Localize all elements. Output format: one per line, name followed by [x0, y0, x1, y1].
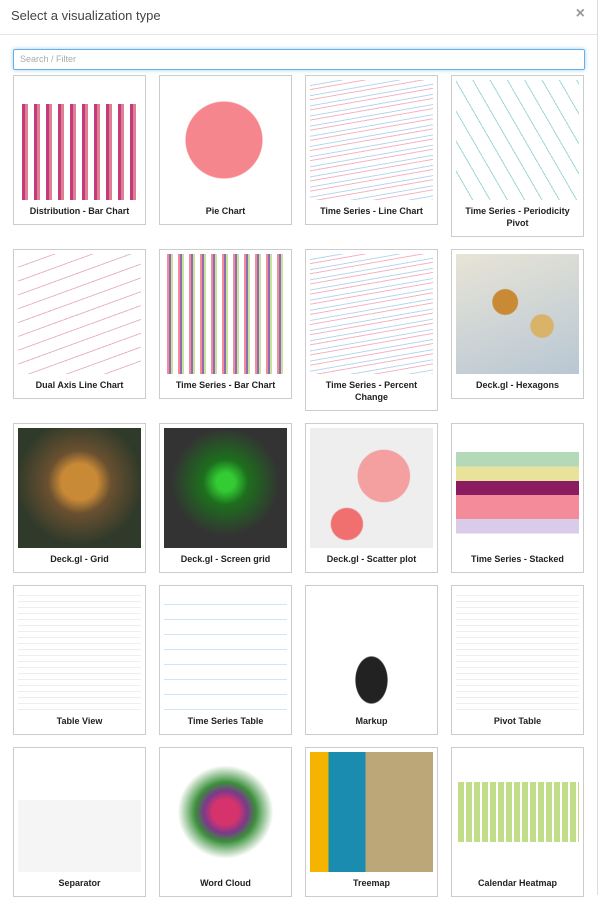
- viz-card[interactable]: Time Series - Stacked: [451, 423, 584, 573]
- viz-thumbnail: [164, 590, 287, 710]
- viz-card[interactable]: Dual Axis Line Chart: [13, 249, 146, 399]
- viz-label: Pivot Table: [493, 716, 542, 726]
- viz-thumbnail: [456, 590, 579, 710]
- viz-thumbnail: [456, 752, 579, 872]
- viz-label: Deck.gl - Hexagons: [475, 380, 560, 390]
- viz-card[interactable]: Pie Chart: [159, 75, 292, 225]
- viz-thumbnail: [18, 590, 141, 710]
- viz-thumbnail: [18, 254, 141, 374]
- viz-label: Time Series - Bar Chart: [175, 380, 276, 390]
- viz-label: Calendar Heatmap: [477, 878, 558, 888]
- viz-label: Table View: [56, 716, 103, 726]
- viz-card[interactable]: Separator: [13, 747, 146, 897]
- viz-label: Time Series - Periodicity Pivot: [465, 206, 570, 228]
- viz-label: Time Series - Percent Change: [325, 380, 418, 402]
- viz-label: Dual Axis Line Chart: [35, 380, 124, 390]
- viz-card[interactable]: Deck.gl - Scatter plot: [305, 423, 438, 573]
- viz-card[interactable]: Pivot Table: [451, 585, 584, 735]
- close-button[interactable]: ×: [575, 5, 585, 22]
- viz-label: Deck.gl - Grid: [50, 554, 109, 564]
- viz-card[interactable]: Deck.gl - Grid: [13, 423, 146, 573]
- modal-title: Select a visualization type: [11, 8, 161, 23]
- viz-label: Word Cloud: [200, 878, 251, 888]
- viz-thumbnail: [456, 428, 579, 548]
- viz-card[interactable]: Deck.gl - Hexagons: [451, 249, 584, 399]
- search-placeholder: Search / Filter: [20, 54, 77, 64]
- viz-label: Time Series - Stacked: [471, 554, 564, 564]
- viz-card[interactable]: Deck.gl - Screen grid: [159, 423, 292, 573]
- viz-thumbnail: [164, 752, 287, 872]
- viz-label: Pie Chart: [205, 206, 246, 216]
- viz-label: Treemap: [352, 878, 391, 888]
- viz-thumbnail: [164, 80, 287, 200]
- viz-card[interactable]: Treemap: [305, 747, 438, 897]
- viz-thumbnail: [310, 80, 433, 200]
- viz-card[interactable]: Distribution - Bar Chart: [13, 75, 146, 225]
- viz-thumbnail: [310, 254, 433, 374]
- search-input[interactable]: Search / Filter: [13, 49, 585, 70]
- viz-label: Deck.gl - Screen grid: [180, 554, 271, 564]
- viz-thumbnail: [310, 428, 433, 548]
- viz-thumbnail: [310, 590, 433, 710]
- viz-card[interactable]: Time Series - Percent Change: [305, 249, 438, 411]
- viz-label: Deck.gl - Scatter plot: [326, 554, 417, 564]
- viz-thumbnail: [456, 80, 579, 200]
- viz-card[interactable]: Word Cloud: [159, 747, 292, 897]
- viz-card[interactable]: Time Series - Line Chart: [305, 75, 438, 225]
- viz-card[interactable]: Table View: [13, 585, 146, 735]
- viz-thumbnail: [18, 428, 141, 548]
- viz-label: Distribution - Bar Chart: [29, 206, 130, 216]
- viz-label: Separator: [58, 878, 101, 888]
- viz-card[interactable]: Time Series - Periodicity Pivot: [451, 75, 584, 237]
- viz-label: Time Series Table: [187, 716, 264, 726]
- viz-card[interactable]: Time Series Table: [159, 585, 292, 735]
- viz-thumbnail: [164, 428, 287, 548]
- viz-card[interactable]: Time Series - Bar Chart: [159, 249, 292, 399]
- viz-thumbnail: [18, 80, 141, 200]
- viz-card[interactable]: Markup: [305, 585, 438, 735]
- viz-label: Markup: [355, 716, 388, 726]
- viz-thumbnail: [456, 254, 579, 374]
- viz-thumbnail: [18, 752, 141, 872]
- viz-thumbnail: [310, 752, 433, 872]
- modal-header: Select a visualization type ×: [0, 0, 597, 35]
- viz-card[interactable]: Calendar Heatmap: [451, 747, 584, 897]
- viz-grid: Distribution - Bar Chart Pie Chart Time Se…: [13, 75, 584, 897]
- viz-label: Time Series - Line Chart: [320, 206, 423, 216]
- viz-thumbnail: [164, 254, 287, 374]
